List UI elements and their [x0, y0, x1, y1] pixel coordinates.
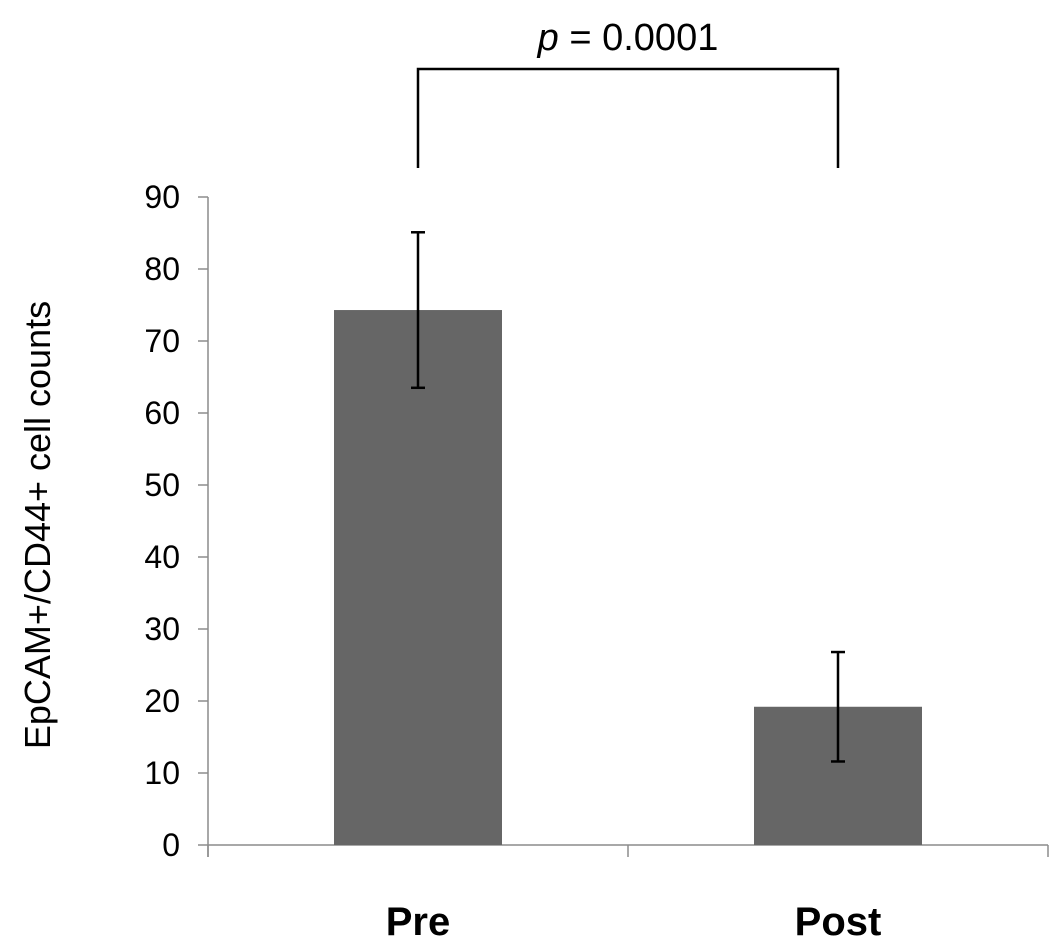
y-tick-label: 50 — [144, 467, 180, 503]
bracket-line — [416, 67, 840, 168]
y-tick-label: 20 — [144, 683, 180, 719]
y-axis-label: EpCAM+/CD44+ cell counts — [17, 301, 58, 749]
y-axis: 0 10 20 30 40 50 60 70 80 90 — [144, 179, 209, 863]
y-tick-label: 10 — [144, 755, 180, 791]
y-tick-label: 40 — [144, 539, 180, 575]
x-tick-label-post: Post — [795, 900, 882, 944]
significance-bracket — [416, 67, 840, 168]
y-tick-label: 30 — [144, 611, 180, 647]
y-tick-label: 90 — [144, 179, 180, 215]
y-tick-label: 60 — [144, 395, 180, 431]
y-tick-label: 0 — [162, 827, 180, 863]
bar-pre — [334, 310, 502, 845]
y-tick-label: 80 — [144, 251, 180, 287]
p-value-annotation: p = 0.0001 — [537, 17, 719, 59]
bars — [334, 310, 922, 845]
p-value: = 0.0001 — [559, 17, 719, 59]
error-bars — [411, 231, 845, 763]
y-tick-label: 70 — [144, 323, 180, 359]
x-axis: Pre Post — [207, 844, 1049, 944]
x-tick-label-pre: Pre — [386, 900, 451, 944]
p-symbol: p — [537, 17, 559, 59]
